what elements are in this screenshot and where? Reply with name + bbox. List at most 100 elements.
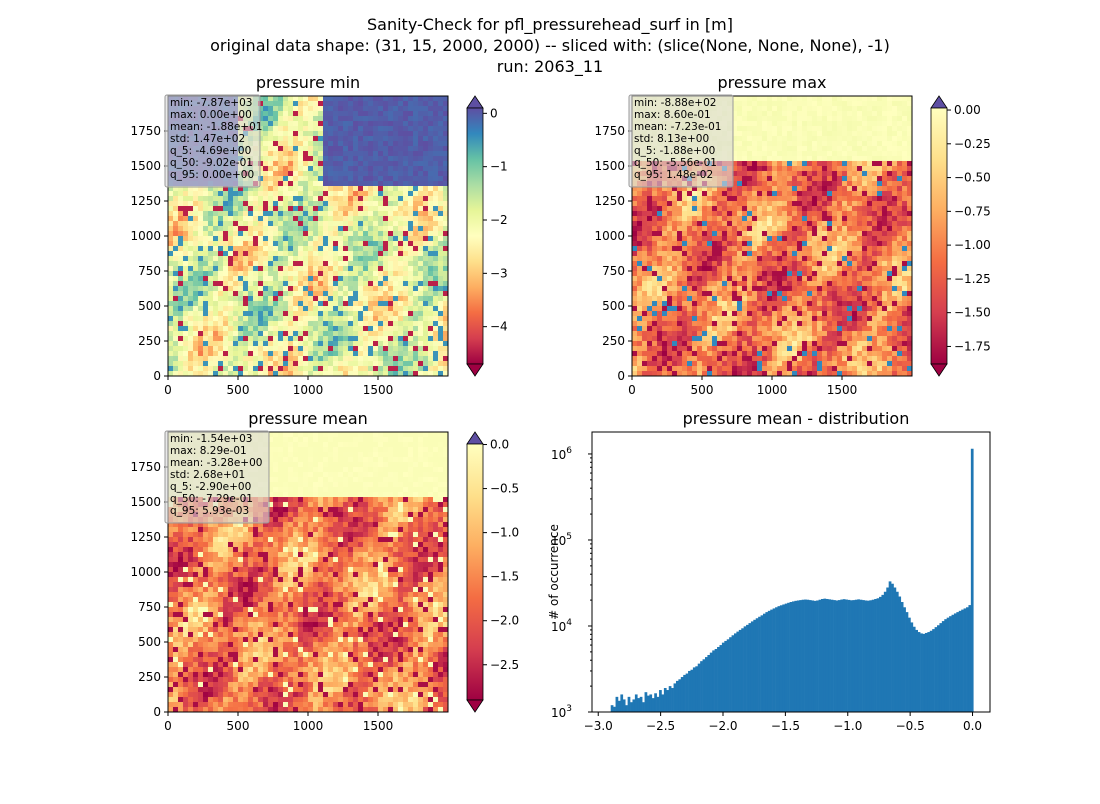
- heatmap-cell: [278, 276, 283, 281]
- heatmap-cell: [637, 256, 642, 261]
- heatmap-cell: [208, 366, 213, 371]
- heatmap-cell: [368, 106, 373, 111]
- heatmap-cell: [188, 266, 193, 271]
- heatmap-cell: [642, 246, 647, 251]
- heatmap-cell: [792, 171, 797, 176]
- heatmap-cell: [373, 306, 378, 311]
- heatmap-cell: [822, 111, 827, 116]
- heatmap-cell: [303, 211, 308, 216]
- heatmap-cell: [368, 141, 373, 146]
- heatmap-cell: [338, 151, 343, 156]
- heatmap-cell: [298, 246, 303, 251]
- heatmap-cell: [408, 151, 413, 156]
- heatmap-cell: [178, 216, 183, 221]
- heatmap-cell: [722, 216, 727, 221]
- heatmap-cell: [178, 366, 183, 371]
- heatmap-cell: [248, 236, 253, 241]
- heatmap-cell: [897, 236, 902, 241]
- heatmap-cell: [193, 226, 198, 231]
- heatmap-cell: [742, 121, 747, 126]
- heatmap-cell: [363, 141, 368, 146]
- heatmap-cell: [428, 281, 433, 286]
- heatmap-cell: [752, 196, 757, 201]
- heatmap-cell: [218, 291, 223, 296]
- heatmap-cell: [847, 101, 852, 106]
- heatmap-cell: [438, 151, 443, 156]
- heatmap-cell: [393, 356, 398, 361]
- heatmap-cell: [797, 226, 802, 231]
- heatmap-cell: [193, 296, 198, 301]
- heatmap-cell: [283, 306, 288, 311]
- heatmap-cell: [807, 251, 812, 256]
- heatmap-cell: [368, 116, 373, 121]
- heatmap-cell: [218, 226, 223, 231]
- heatmap-cell: [802, 201, 807, 206]
- heatmap-cell: [168, 236, 173, 241]
- heatmap-cell: [193, 326, 198, 331]
- heatmap-cell: [388, 131, 393, 136]
- heatmap-cell: [333, 291, 338, 296]
- heatmap-cell: [682, 211, 687, 216]
- heatmap-cell: [343, 131, 348, 136]
- heatmap-cell: [887, 131, 892, 136]
- heatmap-cell: [433, 281, 438, 286]
- heatmap-cell: [423, 276, 428, 281]
- heatmap-cell: [892, 161, 897, 166]
- heatmap-cell: [902, 171, 907, 176]
- heatmap-cell: [418, 151, 423, 156]
- heatmap-cell: [373, 131, 378, 136]
- heatmap-cell: [368, 136, 373, 141]
- heatmap-cell: [742, 141, 747, 146]
- heatmap-cell: [238, 191, 243, 196]
- heatmap-cell: [772, 141, 777, 146]
- heatmap-cell: [278, 191, 283, 196]
- heatmap-cell: [318, 336, 323, 341]
- heatmap-cell: [717, 206, 722, 211]
- heatmap-cell: [173, 346, 178, 351]
- heatmap-cell: [777, 186, 782, 191]
- heatmap-cell: [687, 216, 692, 221]
- heatmap-cell: [298, 156, 303, 161]
- heatmap-cell: [393, 366, 398, 371]
- heatmap-cell: [767, 191, 772, 196]
- heatmap-cell: [782, 166, 787, 171]
- heatmap-cell: [732, 236, 737, 241]
- heatmap-cell: [862, 126, 867, 131]
- heatmap-cell: [857, 141, 862, 146]
- heatmap-cell: [707, 251, 712, 256]
- heatmap-cell: [368, 201, 373, 206]
- heatmap-cell: [358, 356, 363, 361]
- heatmap-cell: [298, 111, 303, 116]
- heatmap-cell: [742, 131, 747, 136]
- heatmap-cell: [248, 326, 253, 331]
- heatmap-cell: [867, 96, 872, 101]
- heatmap-cell: [188, 311, 193, 316]
- heatmap-cell: [817, 191, 822, 196]
- heatmap-cell: [418, 141, 423, 146]
- heatmap-cell: [812, 216, 817, 221]
- heatmap-cell: [328, 161, 333, 166]
- heatmap-cell: [767, 166, 772, 171]
- heatmap-cell: [308, 121, 313, 126]
- heatmap-cell: [852, 151, 857, 156]
- heatmap-cell: [188, 316, 193, 321]
- heatmap-cell: [373, 101, 378, 106]
- heatmap-cell: [378, 146, 383, 151]
- heatmap-cell: [198, 201, 203, 206]
- heatmap-cell: [398, 191, 403, 196]
- heatmap-cell: [717, 221, 722, 226]
- heatmap-cell: [403, 121, 408, 126]
- heatmap-cell: [438, 181, 443, 186]
- heatmap-cell: [408, 181, 413, 186]
- heatmap-cell: [283, 301, 288, 306]
- heatmap-cell: [318, 181, 323, 186]
- heatmap-cell: [807, 96, 812, 101]
- heatmap-cell: [827, 96, 832, 101]
- heatmap-cell: [832, 131, 837, 136]
- heatmap-cell: [348, 221, 353, 226]
- heatmap-cell: [438, 166, 443, 171]
- heatmap-cell: [418, 111, 423, 116]
- heatmap-cell: [273, 311, 278, 316]
- heatmap-cell: [293, 106, 298, 111]
- heatmap-cell: [373, 221, 378, 226]
